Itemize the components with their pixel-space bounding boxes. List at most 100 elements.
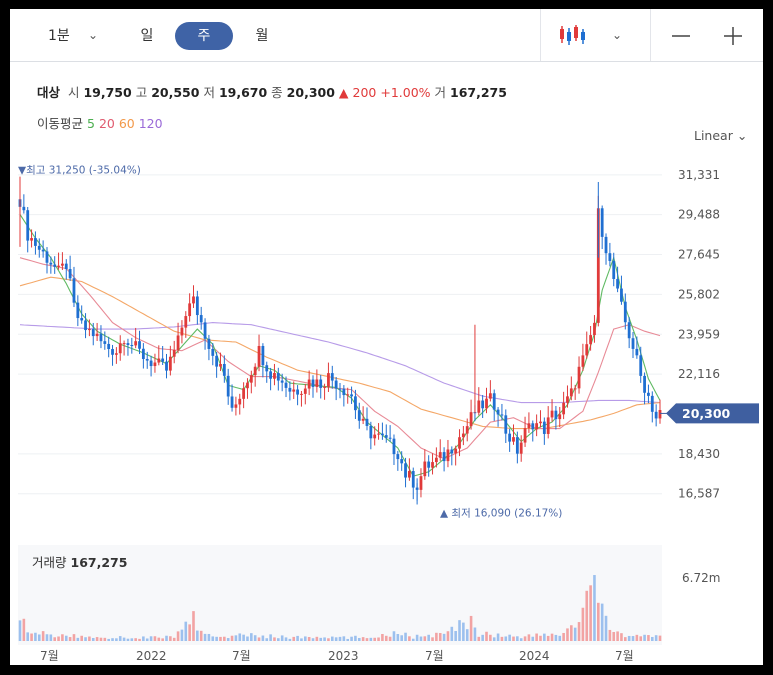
candle-body	[342, 388, 346, 396]
chevron-down-icon[interactable]: ⌄	[88, 28, 99, 42]
candle-body	[546, 417, 550, 434]
candle-body	[280, 380, 284, 383]
volume-bar	[373, 637, 376, 641]
volume-bar	[442, 633, 446, 641]
volume-bar	[284, 637, 288, 641]
volume-bar	[570, 625, 573, 641]
candle-body	[207, 338, 211, 349]
candle-body	[49, 262, 53, 265]
ma-60: 60	[118, 116, 135, 131]
volume-title: 거래량 167,275	[32, 552, 127, 571]
candle-body	[230, 396, 234, 408]
volume-bar	[338, 636, 342, 641]
volume-pane	[18, 545, 662, 645]
candle-body	[188, 303, 192, 317]
candle-body	[30, 238, 33, 241]
candle-body	[238, 398, 242, 405]
candle-body	[523, 428, 527, 443]
low-value: 19,670	[218, 85, 268, 100]
volume-bar	[61, 634, 64, 641]
candle-body	[539, 421, 542, 424]
candle-body	[411, 471, 415, 488]
volume-bar	[172, 637, 176, 641]
candle-body	[519, 442, 523, 454]
volume-bar	[334, 637, 338, 641]
candle-body	[323, 386, 326, 388]
candle-body	[199, 315, 203, 323]
candle-body	[45, 251, 49, 263]
candle-body	[122, 343, 126, 345]
volume-bar	[68, 637, 72, 641]
volume-bar	[103, 637, 107, 641]
candle-body	[184, 316, 188, 328]
tab-day[interactable]: 일	[140, 28, 154, 44]
toolbar-divider	[650, 9, 651, 61]
volume-bar	[257, 637, 261, 641]
candle-body	[361, 418, 365, 421]
current-price-badge	[666, 403, 759, 424]
tab-week[interactable]: 주	[175, 22, 233, 50]
volume-bar	[203, 633, 207, 641]
volume-bar	[477, 636, 481, 641]
price-chart: 31,331 29,488 27,645 25,802 23,959 22,116 18,4…	[18, 165, 759, 663]
chevron-down-icon[interactable]: ⌄	[612, 28, 623, 42]
volume-bar	[492, 637, 496, 641]
candle-body	[234, 404, 238, 408]
candle-body	[573, 388, 577, 390]
volume-bar	[581, 607, 585, 641]
volume-bar	[342, 636, 346, 641]
candle-body	[72, 278, 76, 303]
minus-icon[interactable]	[670, 22, 692, 50]
volume-bar	[346, 638, 350, 641]
volume-bar	[415, 634, 419, 641]
candle-body	[581, 355, 585, 367]
x-tick-label: 2022	[136, 649, 167, 663]
tab-month[interactable]: 월	[255, 28, 269, 44]
scale-selector[interactable]: Linear ⌄	[694, 128, 747, 143]
volume-bar	[253, 635, 257, 641]
candle-body	[346, 394, 350, 396]
volume-bar	[122, 637, 126, 641]
candlestick-icon[interactable]	[558, 23, 588, 47]
volume-bar	[593, 575, 596, 641]
volume-bar	[631, 636, 635, 641]
volume-bar	[654, 635, 658, 641]
volume-bar	[118, 636, 122, 641]
volume-bar	[18, 620, 22, 641]
period-selector[interactable]: 1분	[48, 28, 70, 44]
y-tick-label: 16,587	[678, 487, 720, 501]
volume-bar	[99, 637, 103, 641]
volume-bar	[435, 632, 438, 641]
volume-bar	[635, 634, 639, 641]
candle-body	[442, 452, 446, 462]
volume-bar	[566, 628, 569, 641]
volume-bar	[577, 622, 581, 641]
volume-bar	[504, 636, 508, 641]
candle-body	[650, 395, 654, 412]
volume-bar	[562, 632, 565, 641]
volume-bar	[585, 590, 589, 641]
volume-bar	[473, 627, 477, 641]
volume-title-value: 167,275	[70, 555, 128, 570]
candle-body	[373, 434, 377, 439]
y-tick-label: 29,488	[678, 208, 720, 222]
x-tick-label: 7월	[615, 649, 634, 663]
candle-body	[219, 363, 222, 367]
volume-bar	[408, 636, 411, 641]
target-label: 대상	[37, 85, 61, 100]
candle-body	[388, 437, 392, 439]
volume-bar	[126, 638, 130, 641]
candle-body	[446, 449, 450, 462]
volume-bar	[423, 636, 427, 641]
chart-widget: 1분 ⌄ 일 주 월 ⌄ 대상 시 19	[10, 9, 763, 665]
ma60-line	[19, 276, 661, 430]
toolbar-divider	[540, 9, 541, 61]
plus-icon[interactable]	[722, 22, 744, 50]
candle-body	[631, 338, 635, 349]
volume-bar	[88, 636, 91, 641]
volume-bar	[53, 637, 56, 641]
candle-body	[168, 356, 172, 371]
candle-body	[68, 269, 72, 279]
ma-5: 5	[87, 116, 95, 131]
candle-body	[87, 329, 91, 331]
